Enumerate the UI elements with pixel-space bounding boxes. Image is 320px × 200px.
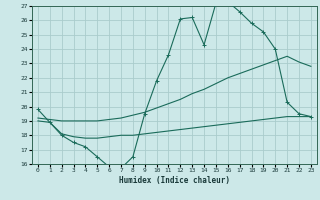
X-axis label: Humidex (Indice chaleur): Humidex (Indice chaleur) bbox=[119, 176, 230, 185]
